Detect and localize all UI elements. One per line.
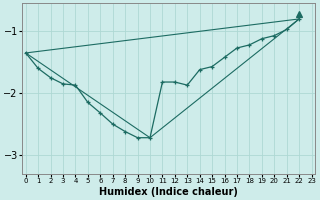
X-axis label: Humidex (Indice chaleur): Humidex (Indice chaleur) <box>99 187 238 197</box>
